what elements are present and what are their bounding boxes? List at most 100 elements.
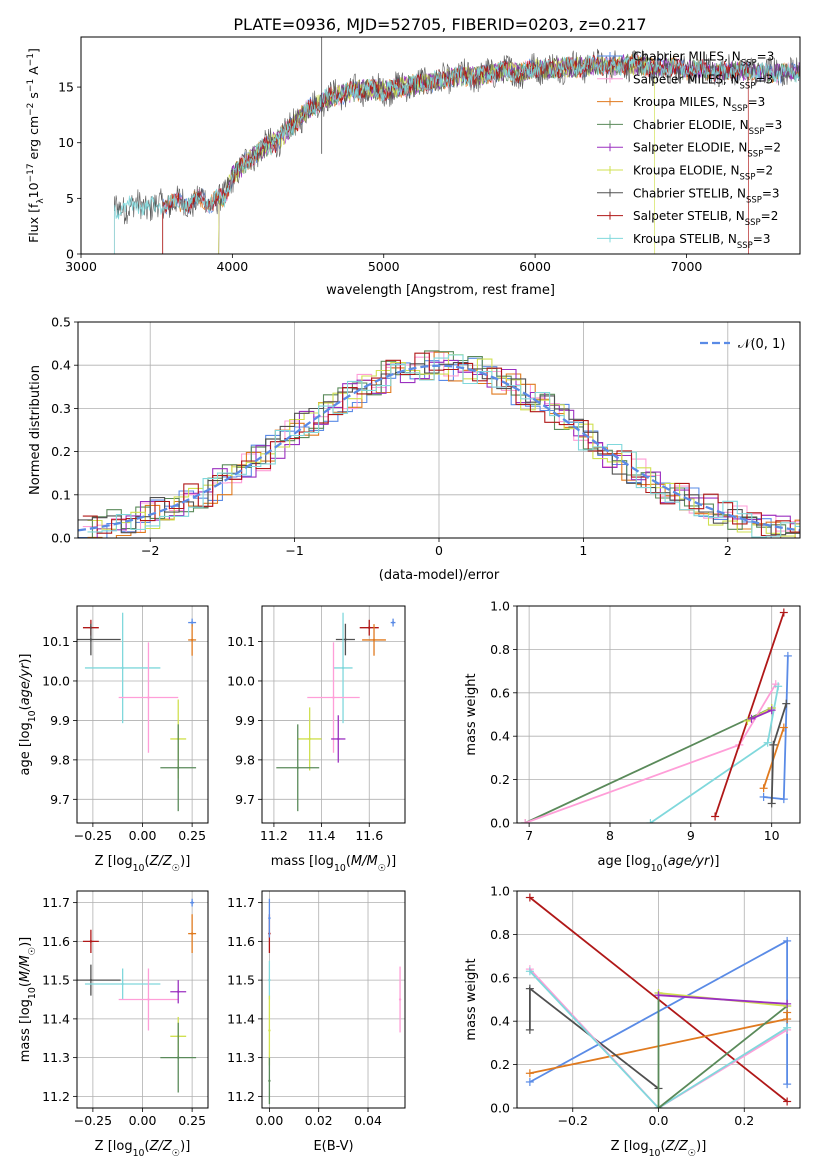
y-tick-label: 11.4 <box>227 1011 255 1026</box>
x-tick-label: −0.25 <box>74 828 112 843</box>
data-point <box>296 766 299 769</box>
y-tick-label: 0.0 <box>51 531 71 546</box>
y-tick-label: 0.2 <box>490 772 510 787</box>
grid-lines <box>262 606 405 823</box>
y-tick-label: 0.8 <box>490 642 510 657</box>
y-axis-label: Flux [fλ10−17 erg cm−2 s−1 A−1] <box>26 48 46 243</box>
panels: 3000 4000 5000 6000 7000 0 5 10 15 wavelength [An… <box>18 36 801 1159</box>
legend-label: Kroupa STELIB, NSSP=3 <box>633 232 771 251</box>
y-tick-label: 11.2 <box>227 1089 255 1104</box>
data-point <box>268 1079 271 1083</box>
x-tick-label: −0.25 <box>74 1113 112 1128</box>
plot-area <box>77 898 197 1093</box>
x-tick-label: 2 <box>724 543 732 558</box>
y-tick-label: 11.6 <box>42 934 70 949</box>
x-tick-label: 0.25 <box>178 1113 206 1128</box>
y-tick-label: 0.4 <box>51 358 71 373</box>
grid-lines <box>517 605 800 824</box>
axes-frame <box>516 890 801 1109</box>
weight-line-salpeter_stelib <box>714 612 785 817</box>
data-point <box>372 638 376 642</box>
x-tick-label: 0.00 <box>129 1113 157 1128</box>
y-tick-label: 0.3 <box>51 401 71 416</box>
axes-frame <box>261 890 406 1109</box>
y-tick-label: 15 <box>58 80 74 95</box>
plot-area <box>113 37 800 254</box>
x-tick-label: 0 <box>435 543 443 558</box>
data-point <box>268 916 271 920</box>
x-tick-label: 0.0 <box>649 1113 669 1128</box>
y-axis-label: Normed distribution <box>28 365 43 495</box>
data-point <box>147 998 150 1001</box>
y-tick-label: 9.7 <box>235 792 255 807</box>
gaussian-curve <box>78 364 800 532</box>
legend-label: Salpeter MILES, NSSP=3 <box>633 72 773 91</box>
legend-label: 𝒩(0, 1) <box>738 337 785 352</box>
histogram-chabrier_elodie <box>78 350 800 538</box>
axes-frame <box>77 321 801 539</box>
weight-line-chabrier_elodie <box>524 707 773 823</box>
data-point <box>177 766 180 769</box>
plot-area <box>276 612 396 812</box>
axes-frame <box>516 605 801 824</box>
panel-spectrum: 3000 4000 5000 6000 7000 0 5 10 15 wavelength [An… <box>26 36 801 298</box>
x-axis-label: mass [log10(M/M☉)] <box>271 854 397 874</box>
y-tick-label: 11.5 <box>42 973 70 988</box>
x-tick-label: 10 <box>764 828 780 843</box>
y-tick-label: 11.2 <box>42 1089 70 1104</box>
x-tick-label: 5000 <box>368 259 400 274</box>
data-point <box>341 666 345 670</box>
data-point <box>344 638 347 641</box>
plot-area <box>268 898 402 1105</box>
x-tick-label: 6000 <box>519 259 551 274</box>
x-tick-label: 0.00 <box>255 1113 283 1128</box>
y-tick-label: 9.8 <box>50 752 70 767</box>
weight-line-salpeter_elodie <box>751 709 773 720</box>
histogram-salpeter_stelib <box>82 352 800 537</box>
x-axis-label: wavelength [Angstrom, rest frame] <box>326 283 555 298</box>
data-point <box>337 737 340 741</box>
plot-area <box>525 893 792 1108</box>
x-tick-label: 8 <box>606 828 614 843</box>
x-tick-label: 7000 <box>671 259 703 274</box>
axes-frame <box>261 605 406 824</box>
panel-age_vs_Z: −0.25 0.00 0.25 9.7 9.8 9.9 10.0 10.1 Z [log10(Z… <box>18 605 209 874</box>
panel-mass_weight_vs_age: 7 8 9 10 0.0 0.2 0.4 0.6 0.8 1.0 age [log10(age/yr… <box>464 599 801 874</box>
data-point <box>391 621 395 624</box>
data-point <box>268 978 271 982</box>
data-point <box>190 621 194 624</box>
x-tick-label: 0.2 <box>734 1113 754 1128</box>
axes-frame <box>80 36 801 255</box>
data-point <box>398 998 402 1001</box>
x-tick-label: −1 <box>285 543 303 558</box>
data-point <box>368 626 371 629</box>
y-tick-label: 10.0 <box>42 673 70 688</box>
x-tick-label: 11.6 <box>355 828 383 843</box>
x-tick-label: 4000 <box>216 259 248 274</box>
x-axis-label: E(B-V) <box>313 1139 353 1154</box>
y-tick-label: 0.4 <box>490 729 510 744</box>
x-tick-label: 7 <box>525 828 533 843</box>
panel-residuals: −2 −1 0 1 2 0.0 0.1 0.2 0.3 0.4 0.5 (data-model)/er… <box>28 315 801 583</box>
legend-label: Salpeter ELODIE, NSSP=2 <box>633 141 781 160</box>
data-point <box>121 982 124 986</box>
x-tick-label: 11.2 <box>260 828 288 843</box>
y-tick-label: 1.0 <box>490 884 510 899</box>
x-tick-label: 0.00 <box>129 828 157 843</box>
data-point <box>121 666 124 670</box>
y-tick-label: 0.8 <box>490 927 510 942</box>
panel-age_vs_mass: 11.2 11.4 11.6 9.7 9.8 9.9 10.0 10.1 mass [log10… <box>227 605 406 874</box>
panel-mass_vs_Z: −0.25 0.00 0.25 11.2 11.3 11.4 11.5 11.6 11.7 Z [… <box>18 890 209 1159</box>
y-tick-label: 11.3 <box>227 1050 255 1065</box>
x-tick-label: 3000 <box>65 259 97 274</box>
plot-area <box>521 608 792 823</box>
weight-line-salpeter_miles <box>529 968 788 1108</box>
y-tick-label: 10.1 <box>227 634 255 649</box>
plot-area <box>77 612 197 812</box>
data-point <box>268 1029 271 1032</box>
y-tick-label: 10.1 <box>42 634 70 649</box>
y-tick-label: 5 <box>66 191 74 206</box>
y-axis-label: age [log10(age/yr)] <box>18 653 38 775</box>
panel-mass_vs_ebv: 0.00 0.02 0.04 11.2 11.3 11.4 11.5 11.6 11.7 E(B-… <box>227 890 406 1154</box>
